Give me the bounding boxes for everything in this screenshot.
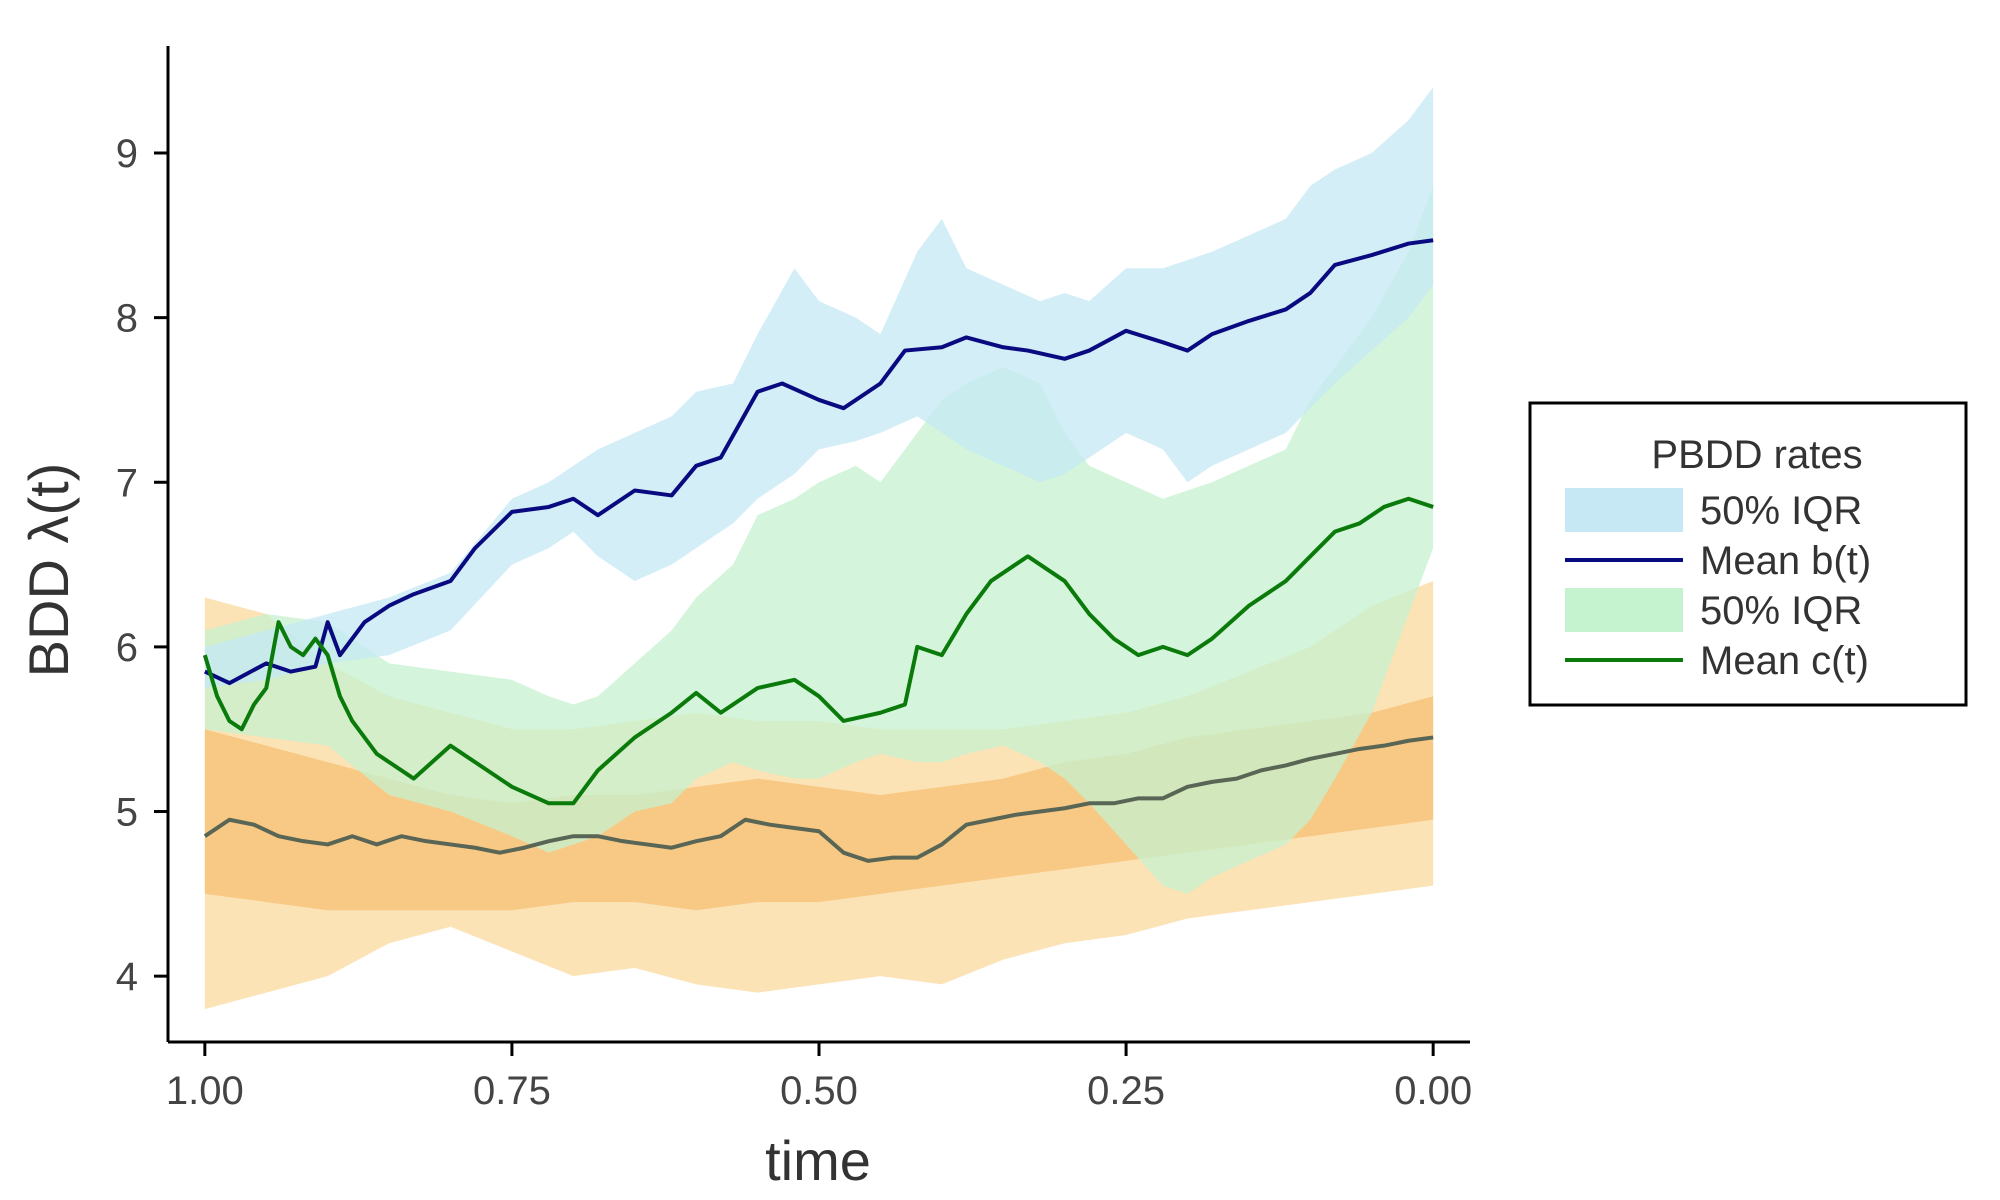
legend-label: 50% IQR — [1700, 589, 1862, 633]
plot-area — [202, 87, 1434, 1010]
legend-label: Mean c(t) — [1700, 639, 1869, 683]
x-axis-title: time — [765, 1129, 871, 1192]
series-line-0 — [203, 238, 1434, 686]
iqr-band-0 — [204, 87, 1434, 689]
x-tick-label: 1.00 — [166, 1069, 244, 1113]
y-tick-label: 6 — [116, 626, 138, 670]
legend-label: Mean b(t) — [1700, 539, 1871, 583]
y-tick-label: 7 — [116, 461, 138, 505]
y-tick-label: 9 — [116, 132, 138, 176]
series-line-2 — [203, 735, 1434, 863]
x-ticks: 1.00 0.75 0.50 0.25 0.00 — [166, 1042, 1472, 1113]
y-tick-label: 5 — [116, 791, 138, 835]
x-tick-label: 0.50 — [780, 1069, 858, 1113]
legend-label: 50% IQR — [1700, 489, 1862, 533]
y-ticks: 4 5 6 7 8 9 — [116, 132, 168, 999]
x-tick-label: 0.25 — [1087, 1069, 1165, 1113]
legend-title: PBDD rates — [1651, 433, 1862, 477]
y-axis-title: BDD λ(t) — [17, 463, 80, 678]
y-tick-label: 8 — [116, 297, 138, 341]
x-tick-label: 0.00 — [1394, 1069, 1472, 1113]
iqr-band-1 — [204, 185, 1434, 894]
y-tick-label: 4 — [116, 955, 138, 999]
iqr-band-3 — [204, 696, 1434, 911]
legend: PBDD rates 50% IQR Mean b(t) 50% IQR Mean c… — [1528, 401, 1968, 707]
series-line-1 — [202, 496, 1434, 806]
legend-entries: 50% IQR Mean b(t) 50% IQR Mean c(t) — [1565, 488, 1871, 683]
legend-box — [1528, 401, 1968, 707]
x-tick-label: 0.75 — [473, 1069, 551, 1113]
legend-band-swatch — [1565, 488, 1683, 532]
legend-band-swatch — [1565, 588, 1683, 632]
